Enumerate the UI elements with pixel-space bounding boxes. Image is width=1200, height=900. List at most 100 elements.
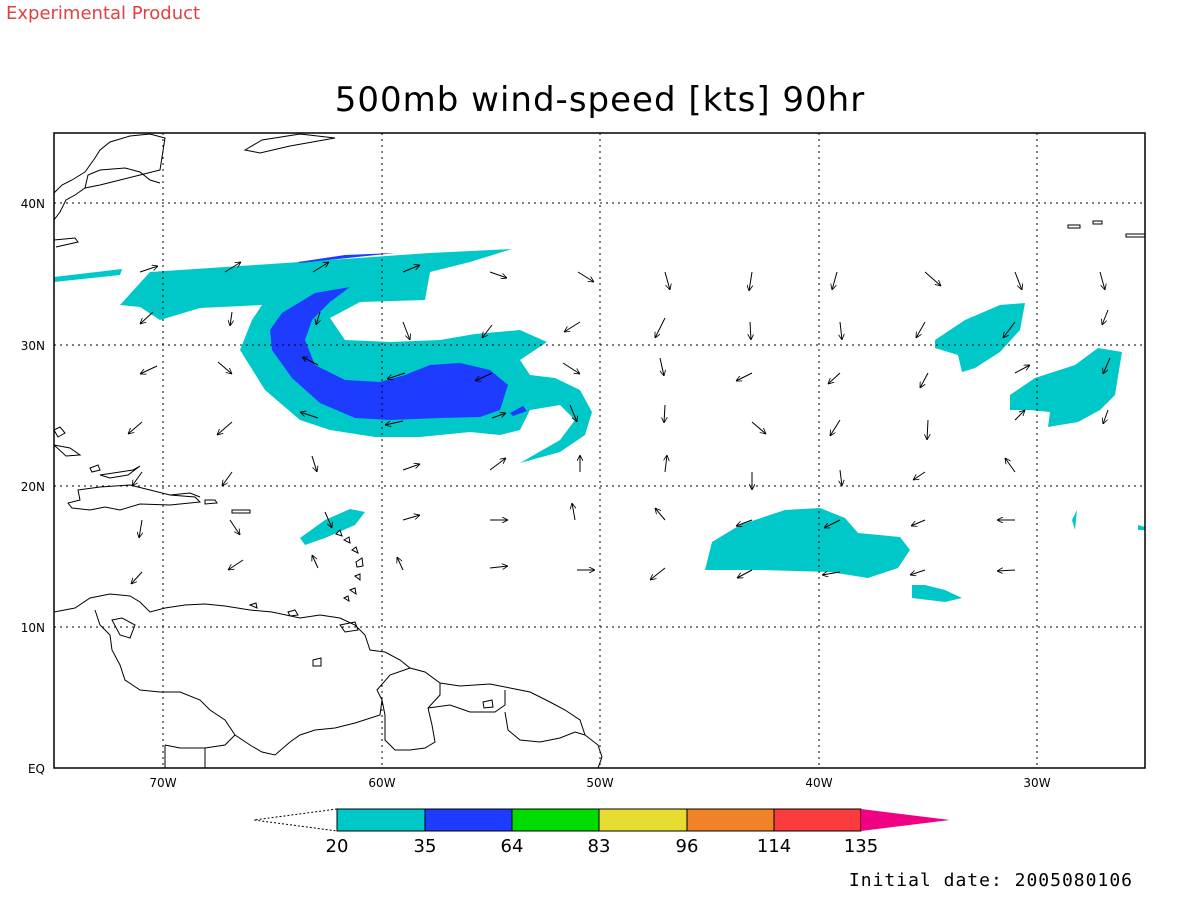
lon-tick-label: 30W	[1023, 776, 1050, 790]
lat-tick-label: 20N	[21, 480, 45, 494]
wind-vector-arrow	[402, 321, 410, 340]
wind-vector-arrow	[911, 519, 926, 526]
wind-vector-arrow	[402, 515, 420, 521]
wind-vector-arrow	[1102, 309, 1109, 325]
initial-date-label: Initial date: 2005080106	[848, 870, 1133, 891]
wind-vector-arrow	[750, 321, 751, 340]
wind-vector-arrow	[569, 404, 577, 422]
wind-vector-arrow	[316, 311, 320, 325]
wind-vector-arrow	[1014, 271, 1022, 290]
wind-vector-arrow	[920, 372, 929, 388]
wind-vector-arrow	[659, 357, 664, 376]
wind-vector-arrow	[489, 458, 506, 471]
wind-vector-arrow	[139, 519, 142, 538]
wind-vector-arrow	[924, 271, 941, 286]
lon-tick-label: 40W	[805, 776, 832, 790]
lon-tick-label: 50W	[586, 776, 613, 790]
wind-vector-arrow	[475, 372, 493, 381]
colorbar-swatch	[773, 808, 862, 832]
wind-vector-arrow	[736, 372, 753, 382]
colorbar: 20 35 64 83 96 114 135	[253, 808, 950, 857]
wind-vector-arrow	[1014, 365, 1030, 374]
lat-tick-label: 40N	[21, 197, 45, 211]
wind-vector-arrow	[385, 420, 404, 425]
colorbar-high-triangle	[861, 809, 950, 831]
wind-vector-arrow	[749, 271, 752, 291]
wind-vector-arrow	[131, 571, 143, 584]
wind-vector-arrow	[402, 265, 420, 273]
wind-vector-arrow	[140, 311, 154, 324]
wind-vector-arrow	[311, 455, 317, 472]
wind-vector-arrow	[997, 570, 1016, 571]
wind-vector-arrow	[913, 471, 926, 480]
wind-vector-arrow	[665, 455, 667, 473]
wind-vector-arrow	[132, 471, 143, 486]
colorbar-label: 114	[757, 836, 791, 857]
colorbar-swatch	[686, 808, 775, 832]
wind-vector-arrow	[312, 555, 319, 569]
colorbar-label: 35	[414, 836, 437, 857]
wind-speed-35-64-contour	[270, 253, 527, 420]
wind-vector-arrow	[840, 469, 842, 486]
lat-tick-label: 30N	[21, 339, 45, 353]
wind-vector-arrow	[217, 421, 233, 435]
wind-vector-arrow	[655, 508, 666, 521]
coastlines	[54, 133, 1145, 768]
experimental-product-label: Experimental Product	[6, 3, 201, 24]
wind-vector-arrow	[654, 317, 666, 338]
wind-vector-arrow	[1103, 357, 1111, 374]
colorbar-low-triangle	[253, 808, 338, 832]
grid-lines	[54, 133, 1145, 768]
wind-vector-arrow	[832, 271, 838, 290]
colorbar-swatch	[511, 808, 600, 832]
wind-vector-arrow	[828, 372, 841, 384]
map-title: 500mb wind-speed [kts] 90hr	[334, 80, 866, 120]
wind-vector-arrow	[387, 372, 406, 379]
wind-vector-arrow	[139, 266, 158, 273]
lon-tick-label: 60W	[368, 776, 395, 790]
wind-vector-arrow	[840, 321, 842, 340]
wind-vector-arrow	[302, 356, 319, 366]
wind-vector-arrow	[1014, 410, 1025, 421]
wind-vector-arrow	[489, 566, 508, 568]
wind-vector-arrow	[489, 271, 507, 278]
wind-vector-arrow	[737, 569, 753, 578]
wind-vector-arrow	[1005, 458, 1016, 473]
colorbar-label: 83	[588, 836, 611, 857]
wind-vector-arrow	[128, 421, 143, 434]
colorbar-swatch	[424, 808, 513, 832]
colorbar-label: 96	[676, 836, 699, 857]
wind-vector-arrow	[910, 569, 926, 575]
longitude-axis: 70W 60W 50W 40W 30W	[149, 776, 1050, 790]
wind-vector-arrow	[229, 519, 240, 535]
map-frame	[53, 132, 1146, 769]
wind-vector-arrow	[224, 262, 241, 273]
wind-vector-arrow	[222, 471, 233, 486]
wind-vector-arrow	[664, 271, 670, 290]
wind-vector-arrow	[664, 404, 665, 423]
lon-tick-label: 70W	[149, 776, 176, 790]
lat-tick-label: 10N	[21, 621, 45, 635]
wind-vector-arrow	[822, 572, 841, 575]
wind-vector-arrow	[830, 419, 841, 436]
wind-vector-arrow	[572, 503, 575, 521]
wind-vector-arrow	[1003, 321, 1016, 338]
wind-vector-arrow	[300, 412, 319, 419]
wind-vector-arrow	[397, 557, 404, 571]
wind-vector-arrow	[482, 324, 493, 338]
wind-vector-arrow	[736, 519, 753, 526]
wind-vector-arrow	[650, 567, 666, 580]
wind-vector-arrow	[491, 413, 506, 419]
wind-vector-arrow	[217, 361, 232, 374]
wind-vector-arrow	[562, 362, 580, 374]
wind-vector-arrow	[1099, 271, 1105, 290]
wind-vector-arrow	[228, 559, 244, 570]
lat-tick-label: EQ	[28, 762, 45, 776]
wind-vector-arrow	[824, 519, 841, 529]
wind-vector-arrow	[230, 311, 232, 326]
wind-vector-arrow	[927, 419, 928, 440]
wind-vector-arrow	[312, 262, 329, 273]
wind-vector-arrow	[402, 464, 420, 471]
wind-vector-arrow	[140, 365, 158, 374]
